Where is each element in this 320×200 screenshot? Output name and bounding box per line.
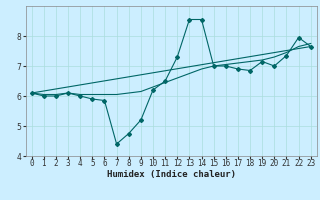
X-axis label: Humidex (Indice chaleur): Humidex (Indice chaleur) bbox=[107, 170, 236, 179]
